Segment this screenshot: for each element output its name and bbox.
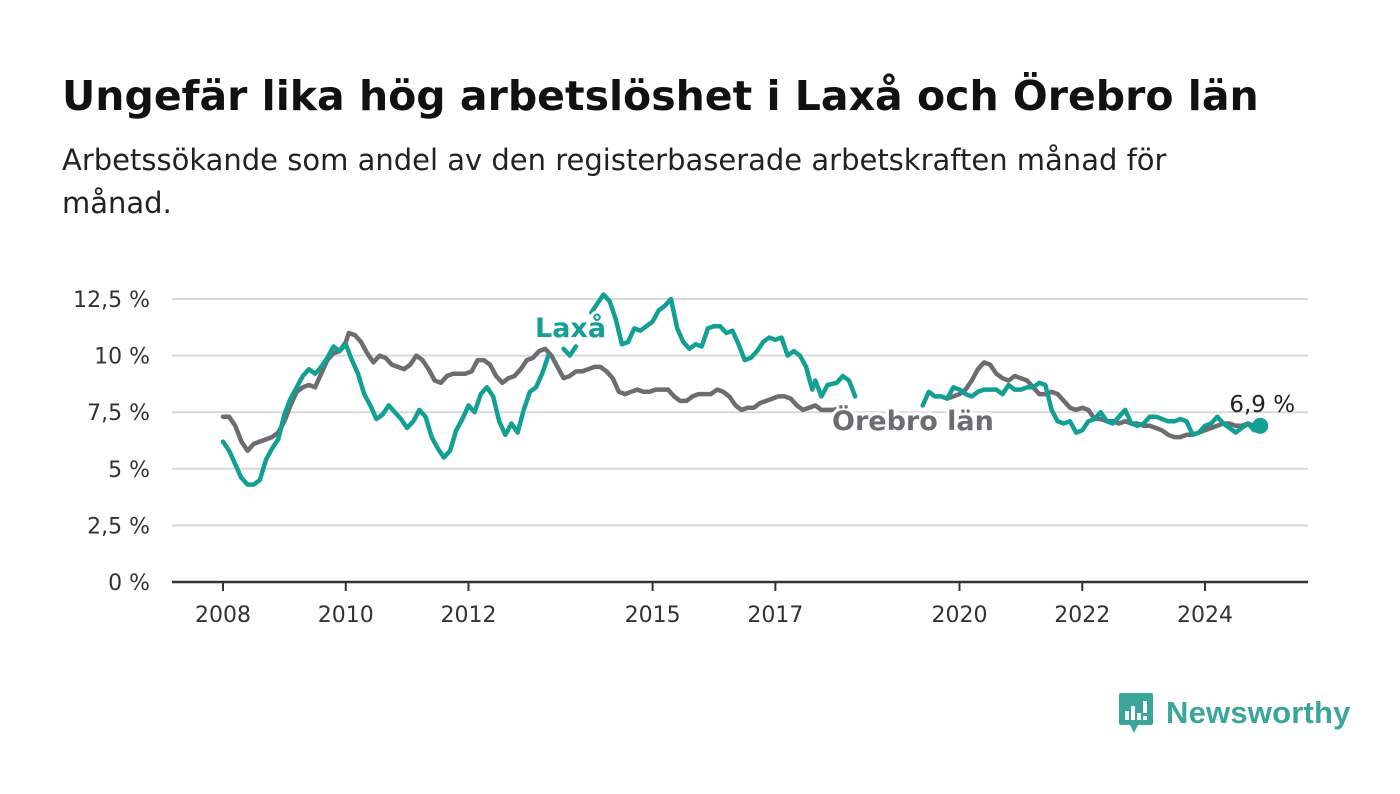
series-line-laxa — [561, 344, 579, 358]
series-label-orebro: Örebro län — [832, 404, 994, 437]
chart-subtitle: Arbetssökande som andel av den registerb… — [62, 143, 1167, 220]
y-tick-label: 0 % — [108, 571, 150, 596]
y-tick-label: 2,5 % — [87, 514, 150, 539]
x-axis-ticks: 2008 2010 2012 2015 2017 2020 2022 2024 — [195, 582, 1233, 628]
x-tick-label: 2022 — [1054, 603, 1110, 628]
y-tick-label: 7,5 % — [87, 401, 150, 426]
y-tick-label: 10 % — [94, 345, 150, 370]
x-tick-label: 2010 — [318, 603, 374, 628]
x-tick-label: 2017 — [747, 603, 803, 628]
x-tick-label: 2015 — [625, 603, 681, 628]
series-line-laxa — [220, 342, 551, 487]
gridlines — [172, 298, 1308, 584]
y-axis-ticks: 0 % 2,5 % 5 % 7,5 % 10 % 12,5 % — [73, 288, 150, 596]
series-line-orebro — [220, 330, 849, 453]
x-tick-label: 2012 — [441, 603, 497, 628]
x-tick-label: 2008 — [195, 603, 251, 628]
end-point-marker — [1252, 417, 1269, 434]
series-line-laxa — [589, 292, 858, 399]
end-value-label: 6,9 % — [1229, 392, 1295, 418]
series-lines — [220, 292, 1269, 487]
series-line-orebro — [944, 360, 1263, 440]
chart-title: Ungefär lika hög arbetslöshet i Laxå och… — [62, 72, 1259, 120]
brand-name: Newsworthy — [1166, 695, 1351, 730]
series-label-laxa: Laxå — [535, 312, 606, 344]
x-tick-label: 2024 — [1177, 603, 1233, 628]
series-labels: Laxå Örebro län 6,9 % — [532, 309, 1295, 440]
newsworthy-brand: Newsworthy — [1118, 690, 1351, 736]
series-line-laxa — [920, 380, 1263, 438]
y-tick-label: 5 % — [108, 458, 150, 483]
y-tick-label: 12,5 % — [73, 288, 150, 313]
x-tick-label: 2020 — [932, 603, 988, 628]
newsworthy-logo-icon — [1119, 693, 1153, 733]
